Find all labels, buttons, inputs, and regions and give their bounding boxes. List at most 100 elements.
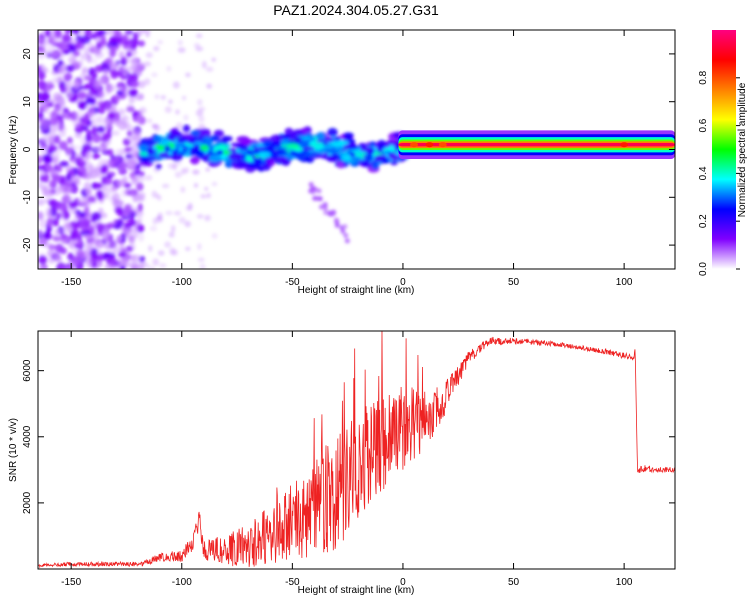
spectrogram-noise-blob bbox=[101, 63, 111, 73]
spectrogram-noise-blob bbox=[200, 194, 207, 199]
spectrogram-noise-blob bbox=[106, 193, 112, 201]
spectrogram-noise-blob bbox=[173, 210, 182, 216]
snr-x-ticks: -150 -100 -50 0 50 100 bbox=[61, 331, 633, 588]
spectrogram-noise-blob bbox=[102, 186, 109, 197]
spectrogram-noise-blob bbox=[177, 47, 186, 53]
spectrogram-band-blob bbox=[289, 150, 299, 156]
spectrogram-x-label: Height of straight line (km) bbox=[298, 285, 415, 296]
spectrogram-noise-blob bbox=[74, 133, 82, 139]
spectrogram-noise-blob bbox=[94, 241, 105, 249]
spectrogram-noise-blob bbox=[80, 218, 91, 227]
spectrogram-noise-blob bbox=[139, 261, 148, 267]
spectrogram-noise-blob bbox=[99, 212, 108, 219]
spectrogram-band-blob bbox=[210, 135, 219, 142]
spectrogram-band-blob bbox=[236, 159, 245, 168]
spectrogram-noise-blob bbox=[107, 84, 118, 92]
spectrogram-noise-blob bbox=[97, 30, 107, 36]
spectrogram-tail-blob bbox=[312, 195, 318, 201]
colorbar-label: Normalized spectral amplitude bbox=[737, 82, 748, 217]
spectrogram-noise-blob bbox=[75, 110, 85, 121]
spectrogram-noise-blob bbox=[54, 254, 61, 263]
spectrogram-noise-blob bbox=[125, 66, 131, 72]
spectrogram-noise-blob bbox=[124, 30, 132, 36]
spectrogram-noise-blob bbox=[102, 117, 111, 126]
spectrogram-noise-blob bbox=[92, 72, 98, 79]
spectrogram-band-blob bbox=[351, 156, 361, 163]
spectrogram-noise-blob bbox=[154, 193, 160, 199]
spectrogram-y-ticks: -20 -10 0 10 20 bbox=[22, 48, 675, 252]
spectrogram-band-blob bbox=[199, 144, 209, 152]
spectrogram-noise-blob bbox=[195, 46, 204, 52]
spectrogram-noise-blob bbox=[96, 222, 105, 233]
spectrogram-noise-blob bbox=[185, 72, 191, 78]
spectrogram-band-blob bbox=[301, 135, 312, 141]
spectrogram-noise-blob bbox=[135, 67, 142, 76]
spectrogram-noise-blob bbox=[195, 33, 203, 39]
spectrogram-band-blob bbox=[207, 161, 220, 167]
spectrogram-noise-blob bbox=[113, 30, 120, 34]
spectrogram-noise-blob bbox=[81, 143, 92, 153]
spectrogram-noise-blob bbox=[154, 93, 160, 100]
spectrogram-noise-blob bbox=[84, 206, 90, 214]
spectrogram-noise-blob bbox=[70, 177, 80, 184]
spectrogram-band-blob bbox=[360, 146, 371, 152]
spectrogram-noise-blob bbox=[197, 257, 205, 262]
spectrogram-band-blob bbox=[327, 127, 338, 137]
spectrogram-noise-blob bbox=[135, 219, 142, 225]
spectrogram-y-label: Frequency (Hz) bbox=[8, 116, 19, 185]
spectrogram-noise-blob bbox=[96, 115, 105, 125]
spectrogram-noise-blob bbox=[72, 119, 81, 128]
colorbar-tick-label: 0.6 bbox=[698, 118, 709, 132]
spectrogram-noise-blob bbox=[129, 73, 139, 82]
spectrogram-noise-blob bbox=[106, 148, 114, 157]
spectrogram-noise-blob bbox=[196, 98, 203, 106]
spectrogram-band-blob bbox=[138, 151, 149, 157]
spectrogram-noise-blob bbox=[44, 230, 51, 240]
spectrogram-noise-blob bbox=[129, 191, 135, 197]
spectrogram-noise-blob bbox=[38, 35, 44, 44]
spectrogram-noise-blob bbox=[130, 136, 136, 143]
spectrogram-noise-blob bbox=[152, 217, 158, 225]
spectrogram-band-blob bbox=[167, 133, 177, 142]
spectrogram-band-blob bbox=[189, 149, 196, 156]
spectrogram-noise-blob bbox=[184, 167, 190, 174]
spectrogram-x-tick-label: 100 bbox=[616, 277, 633, 288]
spectrogram-noise-blob bbox=[38, 230, 44, 237]
spectrogram-noise-blob bbox=[93, 145, 103, 152]
spectrogram-tail-blob bbox=[330, 211, 336, 217]
spectrogram-noise-blob bbox=[76, 249, 85, 259]
spectrogram-noise-blob bbox=[96, 100, 104, 106]
snr-background bbox=[38, 331, 675, 569]
spectrogram-noise-blob bbox=[172, 163, 178, 170]
spectrogram-noise-blob bbox=[57, 263, 64, 269]
spectrogram-noise-blob bbox=[157, 250, 165, 256]
spectrogram-band-blob bbox=[282, 160, 290, 166]
spectrogram-noise-blob bbox=[91, 58, 98, 64]
spectrogram-noise-blob bbox=[45, 206, 53, 217]
spectrogram-noise-blob bbox=[38, 111, 44, 121]
spectrogram-band-blob bbox=[238, 144, 245, 151]
spectrogram-noise-blob bbox=[123, 221, 133, 229]
spectrogram-noise-blob bbox=[103, 69, 110, 75]
spectrogram-noise-blob bbox=[183, 114, 189, 121]
spectrogram-noise-blob bbox=[94, 35, 102, 43]
spectrogram-noise-blob bbox=[58, 140, 68, 151]
spectrogram-band-blob bbox=[331, 153, 339, 160]
spectrogram-noise-blob bbox=[70, 229, 80, 237]
spectrogram-noise-blob bbox=[64, 30, 73, 34]
spectrogram-band-blob bbox=[298, 140, 310, 149]
spectrogram-noise-blob bbox=[125, 103, 135, 114]
spectrogram-noise-blob bbox=[137, 40, 146, 47]
snr-x-tick-label: 0 bbox=[400, 577, 406, 588]
spectrogram-noise-blob bbox=[164, 106, 172, 114]
spectrogram-noise-blob bbox=[62, 33, 72, 43]
spectrogram-band-blob bbox=[269, 134, 284, 143]
spectrogram-noise-blob bbox=[56, 164, 63, 173]
spectrogram-noise-blob bbox=[50, 51, 58, 58]
spectrogram-band-blob bbox=[388, 144, 395, 153]
spectrogram-band-blob bbox=[208, 154, 222, 163]
spectrogram-noise-blob bbox=[160, 95, 166, 100]
spectrogram-band-blob bbox=[143, 139, 156, 146]
spectrogram-noise-blob bbox=[78, 212, 86, 218]
spectrogram-noise-blob bbox=[95, 76, 106, 86]
